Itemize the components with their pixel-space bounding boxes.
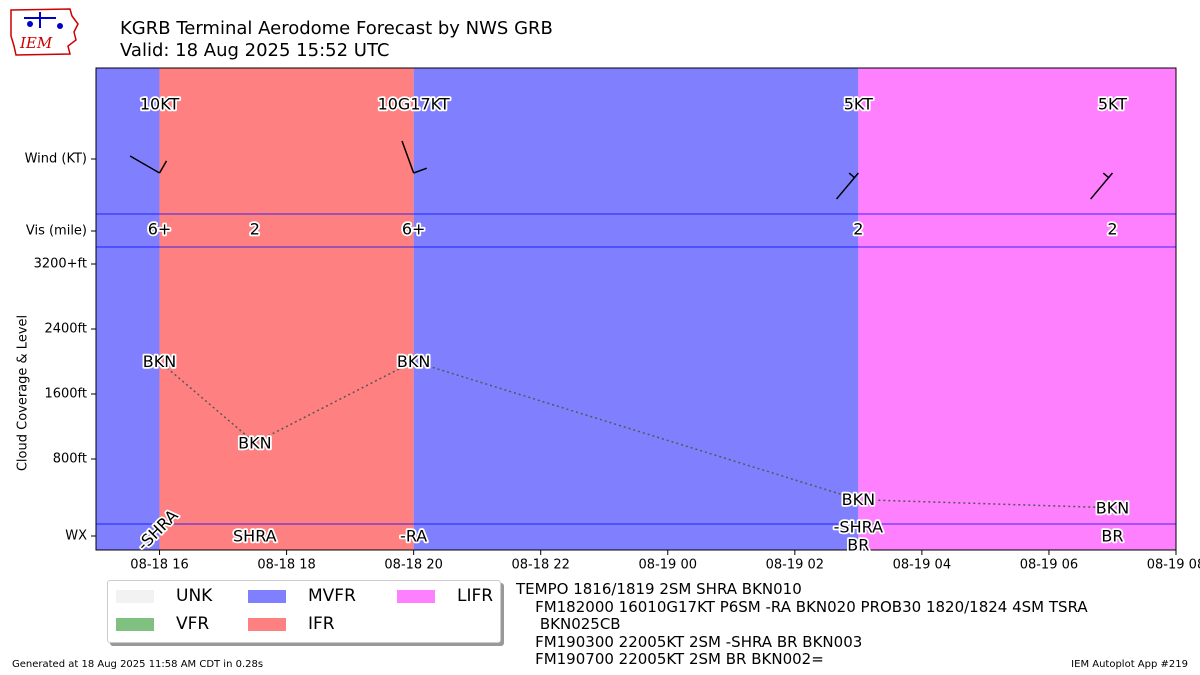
wx-label: -RA <box>400 527 427 546</box>
cloud-label: BKN <box>143 352 176 371</box>
x-tick-label: 08-19 06 <box>1020 558 1078 573</box>
legend-swatch <box>248 618 286 631</box>
legend-label: UNK <box>176 586 213 606</box>
y-tick-label-cloud: 800ft <box>53 452 87 467</box>
x-tick-label: 08-18 16 <box>130 558 188 573</box>
taf-line: FM190300 22005KT 2SM -SHRA BR BKN003 <box>516 632 863 651</box>
vis-label: 6+ <box>148 220 172 239</box>
wx-label: BR <box>847 536 869 555</box>
wx-label: BR <box>1101 527 1123 546</box>
period-band-mvfr <box>413 68 859 550</box>
wind-barb <box>129 155 168 174</box>
period-band-lifr <box>858 68 1176 550</box>
vis-label: 6+ <box>402 220 426 239</box>
wx-label: -SHRA <box>834 518 883 537</box>
iowa-outline <box>10 8 79 56</box>
x-tick-label: 08-19 08 <box>1147 558 1200 573</box>
period-band-mvfr <box>96 68 160 550</box>
y-tick-label-cloud: 1600ft <box>44 387 87 402</box>
y-label-vis: Vis (mile) <box>26 224 87 239</box>
app-footer: IEM Autoplot App #219 <box>1071 659 1188 670</box>
taf-line: BKN025CB <box>516 615 621 633</box>
y-tick-label-cloud: 2400ft <box>44 322 87 337</box>
title-line-1: KGRB Terminal Aerodome Forecast by NWS G… <box>120 18 553 39</box>
cloud-label: BKN <box>1096 498 1129 517</box>
y-label-cloud: Cloud Coverage & Level <box>16 315 31 471</box>
cloud-connector <box>159 360 256 444</box>
legend-label: IFR <box>308 614 335 634</box>
y-tick-label-cloud: 3200+ft <box>34 257 87 272</box>
logo-text: IEM <box>19 34 53 52</box>
x-tick-label: 08-18 20 <box>384 558 442 573</box>
legend-swatch <box>248 590 286 603</box>
period-band-ifr <box>159 68 414 550</box>
x-tick-label: 08-19 00 <box>639 558 697 573</box>
x-tick-label: 08-19 04 <box>893 558 951 573</box>
legend: UNK MVFR LIFR VFR IFR <box>107 580 501 643</box>
generated-footer: Generated at 18 Aug 2025 11:58 AM CDT in… <box>12 659 264 670</box>
taf-text: TEMPO 1816/1819 2SM SHRA BKN010 FM182000… <box>516 580 1088 669</box>
legend-swatch <box>116 590 154 603</box>
y-label-wind: Wind (KT) <box>25 152 87 167</box>
wind-label: 10G17KT <box>378 95 450 114</box>
plot-frame <box>95 67 1177 551</box>
cloud-label: BKN <box>397 352 430 371</box>
chart-title: KGRB Terminal Aerodome Forecast by NWS G… <box>120 18 553 62</box>
legend-label: VFR <box>176 614 210 634</box>
cloud-label: BKN <box>238 433 271 452</box>
wind-label: 5KT <box>844 95 873 114</box>
x-tick-label: 08-18 18 <box>257 558 315 573</box>
wind-barb <box>835 172 859 200</box>
wind-barb <box>401 140 428 174</box>
wind-barb <box>1090 172 1114 200</box>
x-tick-label: 08-18 22 <box>511 558 569 573</box>
title-line-2: Valid: 18 Aug 2025 15:52 UTC <box>120 40 390 61</box>
cloud-label: BKN <box>842 490 875 509</box>
legend-label: MVFR <box>308 586 356 606</box>
vis-label: 2 <box>1107 220 1117 239</box>
legend-swatch <box>116 618 154 631</box>
wx-label: SHRA <box>233 527 277 546</box>
vis-label: 2 <box>853 220 863 239</box>
wind-label: 10KT <box>140 95 180 114</box>
x-tick-label: 08-19 02 <box>766 558 824 573</box>
taf-line: TEMPO 1816/1819 2SM SHRA BKN010 <box>516 580 802 598</box>
vis-label: 2 <box>250 220 260 239</box>
y-label-wx: WX <box>65 529 87 544</box>
taf-line: FM182000 16010G17KT P6SM -RA BKN020 PROB… <box>516 597 1088 616</box>
legend-label: LIFR <box>457 586 494 606</box>
wind-label: 5KT <box>1098 95 1127 114</box>
iem-logo: IEM <box>10 8 79 56</box>
taf-line: FM190700 22005KT 2SM BR BKN002= <box>516 650 824 668</box>
cloud-connector <box>858 498 1113 509</box>
legend-swatch <box>397 590 435 603</box>
